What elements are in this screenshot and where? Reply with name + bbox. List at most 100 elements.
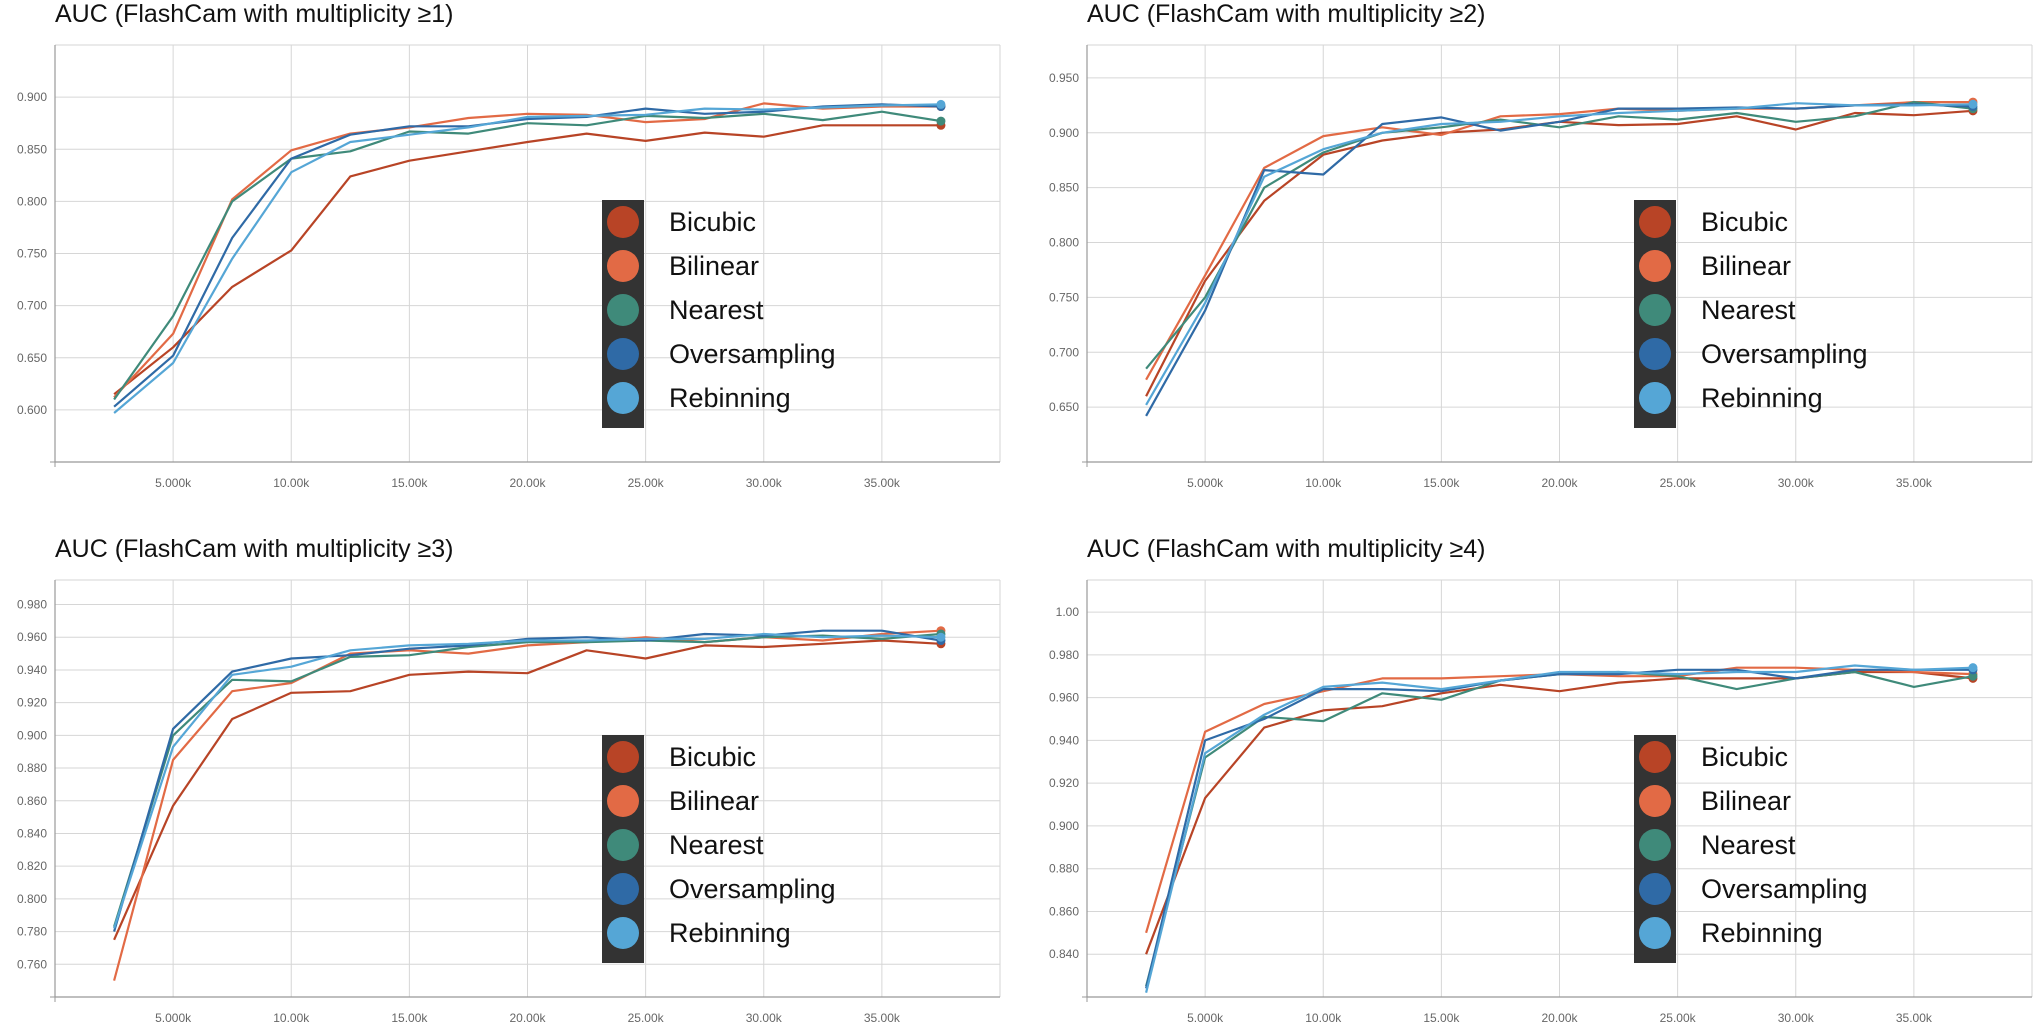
x-tick-label: 15.00k xyxy=(1423,476,1460,490)
y-tick-label: 0.750 xyxy=(17,247,47,261)
chart-title: AUC (FlashCam with multiplicity ≥2) xyxy=(1087,0,1486,28)
legend-swatch-oversampling xyxy=(607,873,639,905)
series-endpoint-rebinning xyxy=(1968,663,1978,673)
y-tick-label: 0.800 xyxy=(17,892,47,906)
legend-label-rebinning: Rebinning xyxy=(1701,383,1823,413)
legend-label-bilinear: Bilinear xyxy=(669,786,759,816)
y-tick-label: 0.920 xyxy=(1049,776,1079,790)
y-tick-label: 0.650 xyxy=(17,351,47,365)
legend-label-bicubic: Bicubic xyxy=(669,207,756,237)
y-tick-label: 0.900 xyxy=(1049,819,1079,833)
y-tick-label: 0.860 xyxy=(1049,904,1079,918)
y-tick-label: 0.960 xyxy=(17,630,47,644)
series-line-bicubic xyxy=(113,124,941,396)
legend-label-bicubic: Bicubic xyxy=(669,742,756,772)
y-tick-label: 0.820 xyxy=(17,859,47,873)
y-tick-label: 0.980 xyxy=(1049,648,1079,662)
series-line-bilinear xyxy=(113,102,941,399)
x-tick-label: 20.00k xyxy=(1541,1011,1578,1025)
y-tick-label: 0.600 xyxy=(17,403,47,417)
series-endpoint-rebinning xyxy=(936,632,946,642)
legend-label-oversampling: Oversampling xyxy=(669,339,836,369)
chart-panel-2: AUC (FlashCam with multiplicity ≥2) 0.65… xyxy=(1049,0,2040,490)
chart-title: AUC (FlashCam with multiplicity ≥3) xyxy=(55,535,454,563)
legend-swatch-rebinning xyxy=(607,917,639,949)
y-tick-label: 0.880 xyxy=(1049,862,1079,876)
legend-swatch-bilinear xyxy=(607,250,639,282)
y-tick-label: 0.750 xyxy=(1049,290,1079,304)
legend-swatch-bicubic xyxy=(1639,741,1671,773)
x-tick-label: 5.000k xyxy=(155,1011,192,1025)
legend-swatch-rebinning xyxy=(607,382,639,414)
y-tick-label: 0.700 xyxy=(17,299,47,313)
legend-swatch-bicubic xyxy=(607,206,639,238)
legend-label-oversampling: Oversampling xyxy=(1701,339,1868,369)
y-tick-label: 0.800 xyxy=(17,194,47,208)
x-tick-label: 25.00k xyxy=(1660,1011,1697,1025)
x-tick-label: 35.00k xyxy=(864,476,901,490)
legend-swatch-oversampling xyxy=(1639,873,1671,905)
chart-svg: 0.650 0.700 0.750 0.800 0.850 0.900 0.950 5.000… xyxy=(1049,44,2033,490)
series-line-rebinning xyxy=(113,103,941,414)
x-tick-label: 15.00k xyxy=(1423,1011,1460,1025)
x-tick-label: 35.00k xyxy=(1896,476,1933,490)
legend-label-rebinning: Rebinning xyxy=(1701,918,1823,948)
y-tick-label: 1.00 xyxy=(1056,605,1080,619)
legend-swatch-bilinear xyxy=(1639,250,1671,282)
legend-swatch-nearest xyxy=(607,294,639,326)
x-tick-label: 30.00k xyxy=(1778,1011,1815,1025)
x-tick-label: 25.00k xyxy=(1660,476,1697,490)
x-tick-label: 20.00k xyxy=(509,1011,546,1025)
chart-title: AUC (FlashCam with multiplicity ≥4) xyxy=(1087,535,1486,563)
series-line-oversampling xyxy=(1145,103,1973,417)
y-tick-label: 0.940 xyxy=(17,663,47,677)
chart-svg: 0.760 0.780 0.800 0.820 0.840 0.860 0.880 0.900… xyxy=(17,579,1001,1025)
x-tick-label: 20.00k xyxy=(509,476,546,490)
y-tick-label: 0.850 xyxy=(1049,181,1079,195)
series-line-nearest xyxy=(1145,100,1974,370)
legend-label-oversampling: Oversampling xyxy=(1701,874,1868,904)
legend-label-nearest: Nearest xyxy=(669,295,764,325)
legend-label-nearest: Nearest xyxy=(1701,295,1796,325)
y-tick-label: 0.650 xyxy=(1049,400,1079,414)
legend-label-rebinning: Rebinning xyxy=(669,918,791,948)
legend-swatch-nearest xyxy=(607,829,639,861)
series-line-bilinear xyxy=(113,629,941,981)
chart-title: AUC (FlashCam with multiplicity ≥1) xyxy=(55,0,454,28)
legend-label-nearest: Nearest xyxy=(1701,830,1796,860)
x-tick-label: 5.000k xyxy=(155,476,192,490)
x-tick-label: 30.00k xyxy=(746,476,783,490)
legend-swatch-rebinning xyxy=(1639,382,1671,414)
series-line-oversampling xyxy=(113,629,942,932)
chart-panel-1: AUC (FlashCam with multiplicity ≥1) 0.60… xyxy=(17,0,1055,490)
legend-swatch-bicubic xyxy=(607,741,639,773)
legend-swatch-bilinear xyxy=(1639,785,1671,817)
legend-label-bicubic: Bicubic xyxy=(1701,207,1788,237)
chart-panel-4: AUC (FlashCam with multiplicity ≥4) 0.84… xyxy=(1049,535,2040,1025)
legend-swatch-oversampling xyxy=(1639,338,1671,370)
chart-svg: 0.840 0.860 0.880 0.900 0.920 0.940 0.960 0.980… xyxy=(1049,579,2033,1025)
chart-panel-3: AUC (FlashCam with multiplicity ≥3) 0.76… xyxy=(17,535,1055,1025)
legend-swatch-rebinning xyxy=(1639,917,1671,949)
legend-swatch-nearest xyxy=(1639,294,1671,326)
x-tick-label: 35.00k xyxy=(864,1011,901,1025)
legend-label-nearest: Nearest xyxy=(669,830,764,860)
y-tick-label: 0.800 xyxy=(1049,236,1079,250)
x-tick-label: 30.00k xyxy=(746,1011,783,1025)
series-endpoint-rebinning xyxy=(936,99,946,109)
x-tick-label: 20.00k xyxy=(1541,476,1578,490)
y-tick-label: 0.840 xyxy=(1049,947,1079,961)
x-tick-label: 25.00k xyxy=(628,1011,665,1025)
legend: Bicubic Bilinear Nearest Oversampling Rebinn… xyxy=(602,735,836,963)
legend-label-bilinear: Bilinear xyxy=(669,251,759,281)
x-tick-label: 30.00k xyxy=(1778,476,1815,490)
x-tick-label: 15.00k xyxy=(391,476,428,490)
x-tick-label: 10.00k xyxy=(1305,476,1342,490)
x-tick-label: 25.00k xyxy=(628,476,665,490)
y-tick-label: 0.880 xyxy=(17,761,47,775)
series-line-nearest xyxy=(113,110,942,401)
x-tick-label: 5.000k xyxy=(1187,1011,1224,1025)
y-tick-label: 0.900 xyxy=(1049,126,1079,140)
series-line-rebinning xyxy=(1145,664,1973,993)
series-endpoint-nearest xyxy=(936,116,946,126)
